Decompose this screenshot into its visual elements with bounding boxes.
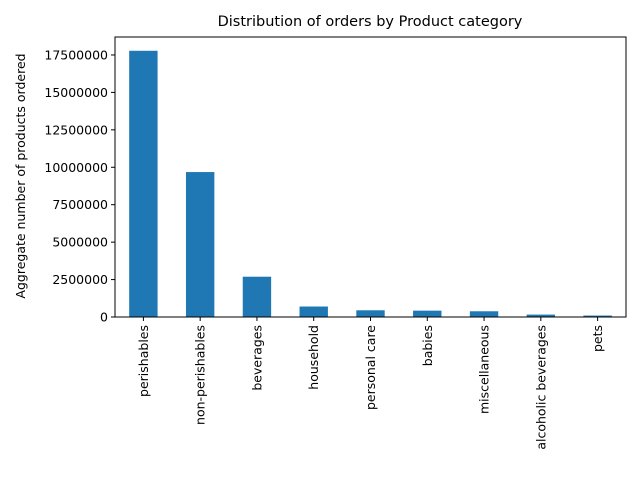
x-tick-label: miscellaneous bbox=[477, 325, 492, 414]
plot-frame bbox=[114, 36, 627, 318]
y-axis: 0 2500000 5000000 7500000 10000000 12500000 15… bbox=[44, 47, 115, 325]
y-axis-label: Aggregate number of products ordered bbox=[13, 53, 28, 298]
y-tick-label: 12500000 bbox=[44, 122, 108, 137]
x-tick-label: personal care bbox=[363, 325, 378, 410]
y-tick-label: 15000000 bbox=[44, 85, 108, 100]
bar-beverages bbox=[242, 276, 272, 317]
chart-title: Distribution of orders by Product catego… bbox=[218, 14, 523, 30]
x-tick-label: pets bbox=[590, 325, 605, 352]
x-axis: perishables non-perishables beverages house… bbox=[136, 317, 605, 450]
bar-alcoholic-beverages bbox=[526, 314, 556, 317]
y-tick-label: 7500000 bbox=[52, 197, 108, 212]
bar-personal-care bbox=[356, 310, 385, 317]
y-tick-label: 2500000 bbox=[52, 272, 108, 287]
x-tick-label: babies bbox=[420, 325, 435, 366]
bar-perishables bbox=[129, 50, 158, 317]
bar-non-perishables bbox=[185, 172, 215, 317]
y-tick-label: 17500000 bbox=[44, 47, 108, 62]
y-tick-label: 0 bbox=[100, 310, 108, 325]
bar-pets bbox=[583, 315, 612, 317]
x-tick-label: perishables bbox=[136, 325, 151, 397]
y-tick-label: 5000000 bbox=[52, 235, 108, 250]
x-tick-label: household bbox=[306, 325, 321, 390]
x-tick-label: alcoholic beverages bbox=[533, 325, 548, 450]
y-tick-label: 10000000 bbox=[44, 160, 108, 175]
bar-babies bbox=[413, 310, 442, 317]
x-tick-label: non-perishables bbox=[193, 325, 208, 425]
bar-household bbox=[299, 306, 328, 317]
bar-miscellaneous bbox=[469, 311, 499, 317]
bars-layer bbox=[129, 50, 612, 317]
x-tick-label: beverages bbox=[249, 325, 264, 391]
